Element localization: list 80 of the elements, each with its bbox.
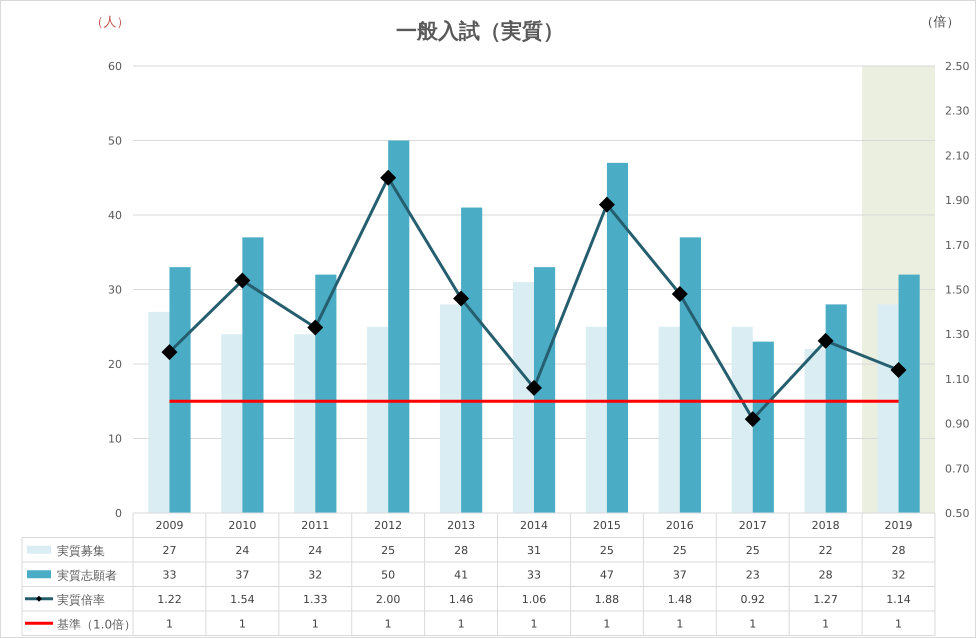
data-label: 24 — [308, 544, 322, 557]
data-label: 1 — [384, 617, 392, 630]
data-label: 1.46 — [448, 592, 474, 606]
y2-tick-label: 0.70 — [945, 462, 970, 476]
data-label: 22 — [818, 544, 833, 557]
x-tick-label: 2012 — [374, 519, 402, 532]
data-label: 1 — [895, 617, 902, 630]
data-label: 1 — [822, 617, 830, 630]
data-label: 28 — [454, 544, 468, 557]
y2-tick-label: 2.50 — [945, 60, 970, 73]
y2-tick-label: 1.10 — [945, 372, 970, 386]
data-label: 1 — [312, 617, 319, 630]
data-label: 23 — [746, 568, 760, 582]
data-label: 25 — [381, 544, 396, 557]
data-label: 33 — [162, 568, 176, 582]
y2-tick-label: 1.50 — [945, 284, 970, 296]
data-label: 41 — [454, 568, 468, 582]
data-label: 25 — [746, 544, 760, 557]
x-tick-label: 2016 — [666, 519, 694, 532]
x-tick-label: 2013 — [447, 519, 476, 532]
x-tick-label: 2009 — [155, 519, 184, 532]
data-label: 1 — [749, 617, 756, 630]
y-tick-label: 0 — [115, 507, 122, 520]
y2-tick-label: 1.30 — [945, 328, 970, 342]
data-label: 28 — [818, 568, 833, 582]
data-label: 1 — [603, 617, 610, 630]
y2-tick-label: 0.50 — [945, 507, 970, 520]
y-axis-title: （人） — [90, 15, 130, 30]
data-label: 50 — [381, 568, 396, 582]
y2-tick-label: 2.30 — [945, 104, 970, 118]
data-label: 1 — [458, 617, 465, 630]
data-label: 1.14 — [886, 592, 911, 606]
y2-axis-title: （倍） — [920, 15, 960, 30]
data-label: 37 — [235, 568, 250, 582]
data-label: 1.06 — [522, 592, 546, 606]
legend-label: 実質募集 — [57, 544, 105, 558]
x-tick-label: 2018 — [812, 519, 840, 532]
data-label: 24 — [235, 544, 250, 557]
y-tick-label: 40 — [108, 209, 122, 222]
data-label: 32 — [892, 568, 906, 582]
y-tick-label: 50 — [108, 134, 122, 148]
data-label: 25 — [672, 544, 687, 557]
data-label: 2.00 — [376, 592, 400, 606]
data-label: 47 — [600, 568, 614, 582]
x-tick-label: 2017 — [738, 519, 767, 532]
chart-title: 一般入試（実質） — [396, 19, 564, 43]
y2-tick-label: 1.70 — [945, 238, 970, 252]
legend-label: 実質志願者 — [57, 568, 117, 582]
y-tick-label: 20 — [108, 358, 122, 371]
x-tick-label: 2019 — [884, 519, 913, 532]
data-label: 1 — [238, 617, 246, 630]
data-label: 33 — [527, 568, 541, 582]
x-tick-label: 2015 — [592, 519, 621, 532]
y-tick-label: 30 — [108, 284, 122, 296]
x-tick-label: 2014 — [520, 519, 548, 532]
x-tick-label: 2011 — [301, 519, 330, 532]
data-label: 1.22 — [157, 592, 182, 606]
data-label: 32 — [308, 568, 322, 582]
data-label: 1.27 — [813, 592, 838, 606]
data-label: 27 — [162, 544, 176, 557]
y2-tick-label: 1.90 — [945, 194, 970, 208]
y-tick-label: 10 — [108, 432, 122, 446]
data-label: 1 — [166, 617, 173, 630]
data-label: 37 — [672, 568, 687, 582]
y2-tick-label: 2.10 — [945, 149, 970, 162]
data-label: 1 — [676, 617, 684, 630]
x-tick-label: 2010 — [228, 519, 256, 532]
y2-tick-label: 0.90 — [945, 418, 970, 431]
data-label: 31 — [527, 544, 541, 557]
data-label: 1.33 — [303, 592, 328, 606]
data-label: 0.92 — [740, 592, 765, 606]
data-label: 1.88 — [594, 592, 620, 606]
data-label: 25 — [600, 544, 614, 557]
data-label: 1.48 — [668, 592, 692, 606]
y-tick-label: 60 — [108, 60, 122, 73]
data-label: 28 — [892, 544, 906, 557]
legend-label: 基準（1.0倍） — [57, 617, 136, 632]
legend-label: 実質倍率 — [57, 592, 105, 607]
data-label: 1 — [530, 617, 538, 630]
data-label: 1.54 — [230, 592, 255, 606]
